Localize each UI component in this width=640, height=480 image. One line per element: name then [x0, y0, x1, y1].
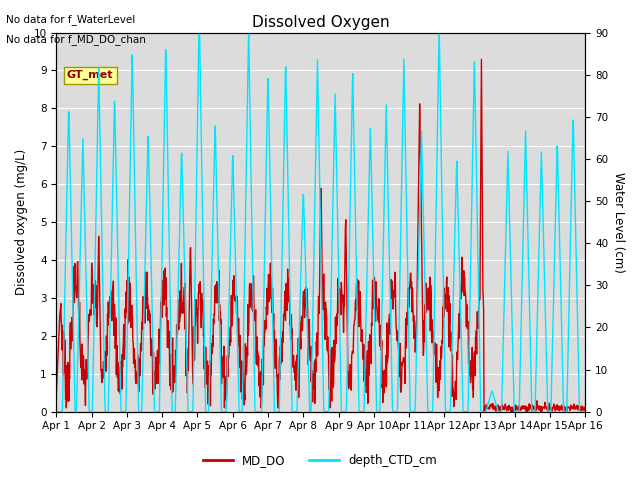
Text: No data for f_WaterLevel: No data for f_WaterLevel	[6, 14, 136, 25]
Legend: MD_DO, depth_CTD_cm: MD_DO, depth_CTD_cm	[198, 449, 442, 472]
Y-axis label: Water Level (cm): Water Level (cm)	[612, 172, 625, 273]
Text: GT_met: GT_met	[67, 70, 113, 80]
Title: Dissolved Oxygen: Dissolved Oxygen	[252, 15, 390, 30]
Text: No data for f_MD_DO_chan: No data for f_MD_DO_chan	[6, 34, 147, 45]
Y-axis label: Dissolved oxygen (mg/L): Dissolved oxygen (mg/L)	[15, 149, 28, 295]
